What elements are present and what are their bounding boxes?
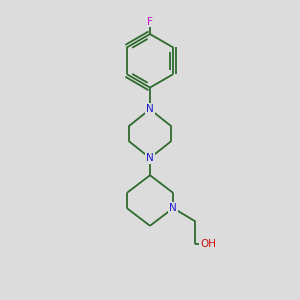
Text: N: N: [146, 153, 154, 163]
Text: F: F: [147, 16, 153, 27]
Text: N: N: [146, 104, 154, 114]
Text: N: N: [169, 203, 177, 213]
Text: OH: OH: [200, 239, 216, 249]
